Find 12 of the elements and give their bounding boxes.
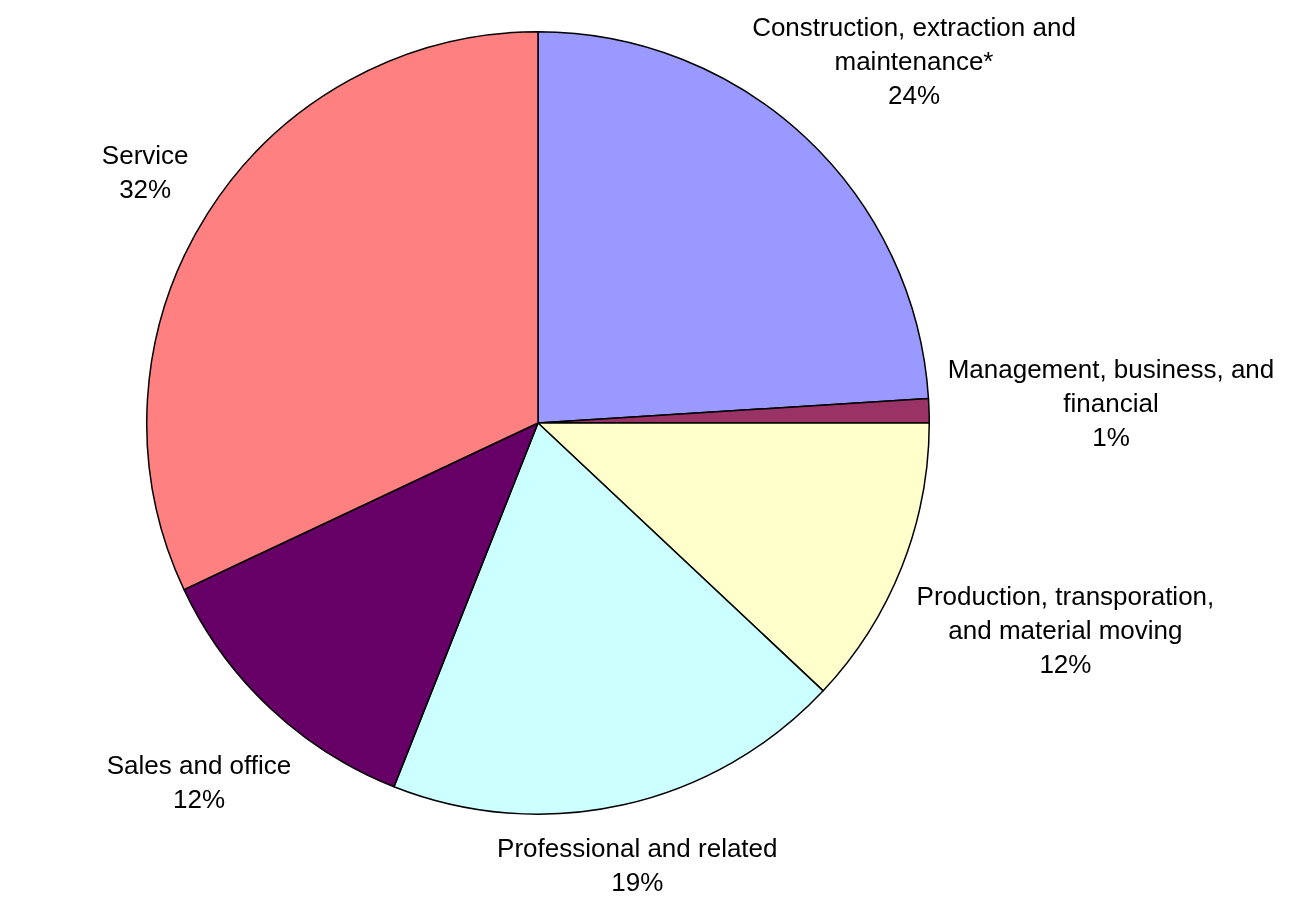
slice-label: Sales and office — [106, 750, 292, 781]
slice-label: Management, business, and financial — [947, 354, 1275, 419]
slice-label: Production, transporation, and material moving — [916, 580, 1215, 645]
data-label: 12% — [1039, 648, 1092, 679]
slice-label: Professional and related — [497, 833, 778, 864]
data-label: 24% — [887, 80, 941, 111]
data-label: 12% — [172, 784, 225, 815]
data-label: 32% — [119, 173, 172, 204]
data-label: 1% — [1092, 422, 1130, 453]
slice-label: Service — [101, 139, 189, 170]
slice-label: Construction, extraction and maintenance* — [752, 12, 1076, 77]
data-label: 19% — [611, 867, 664, 898]
